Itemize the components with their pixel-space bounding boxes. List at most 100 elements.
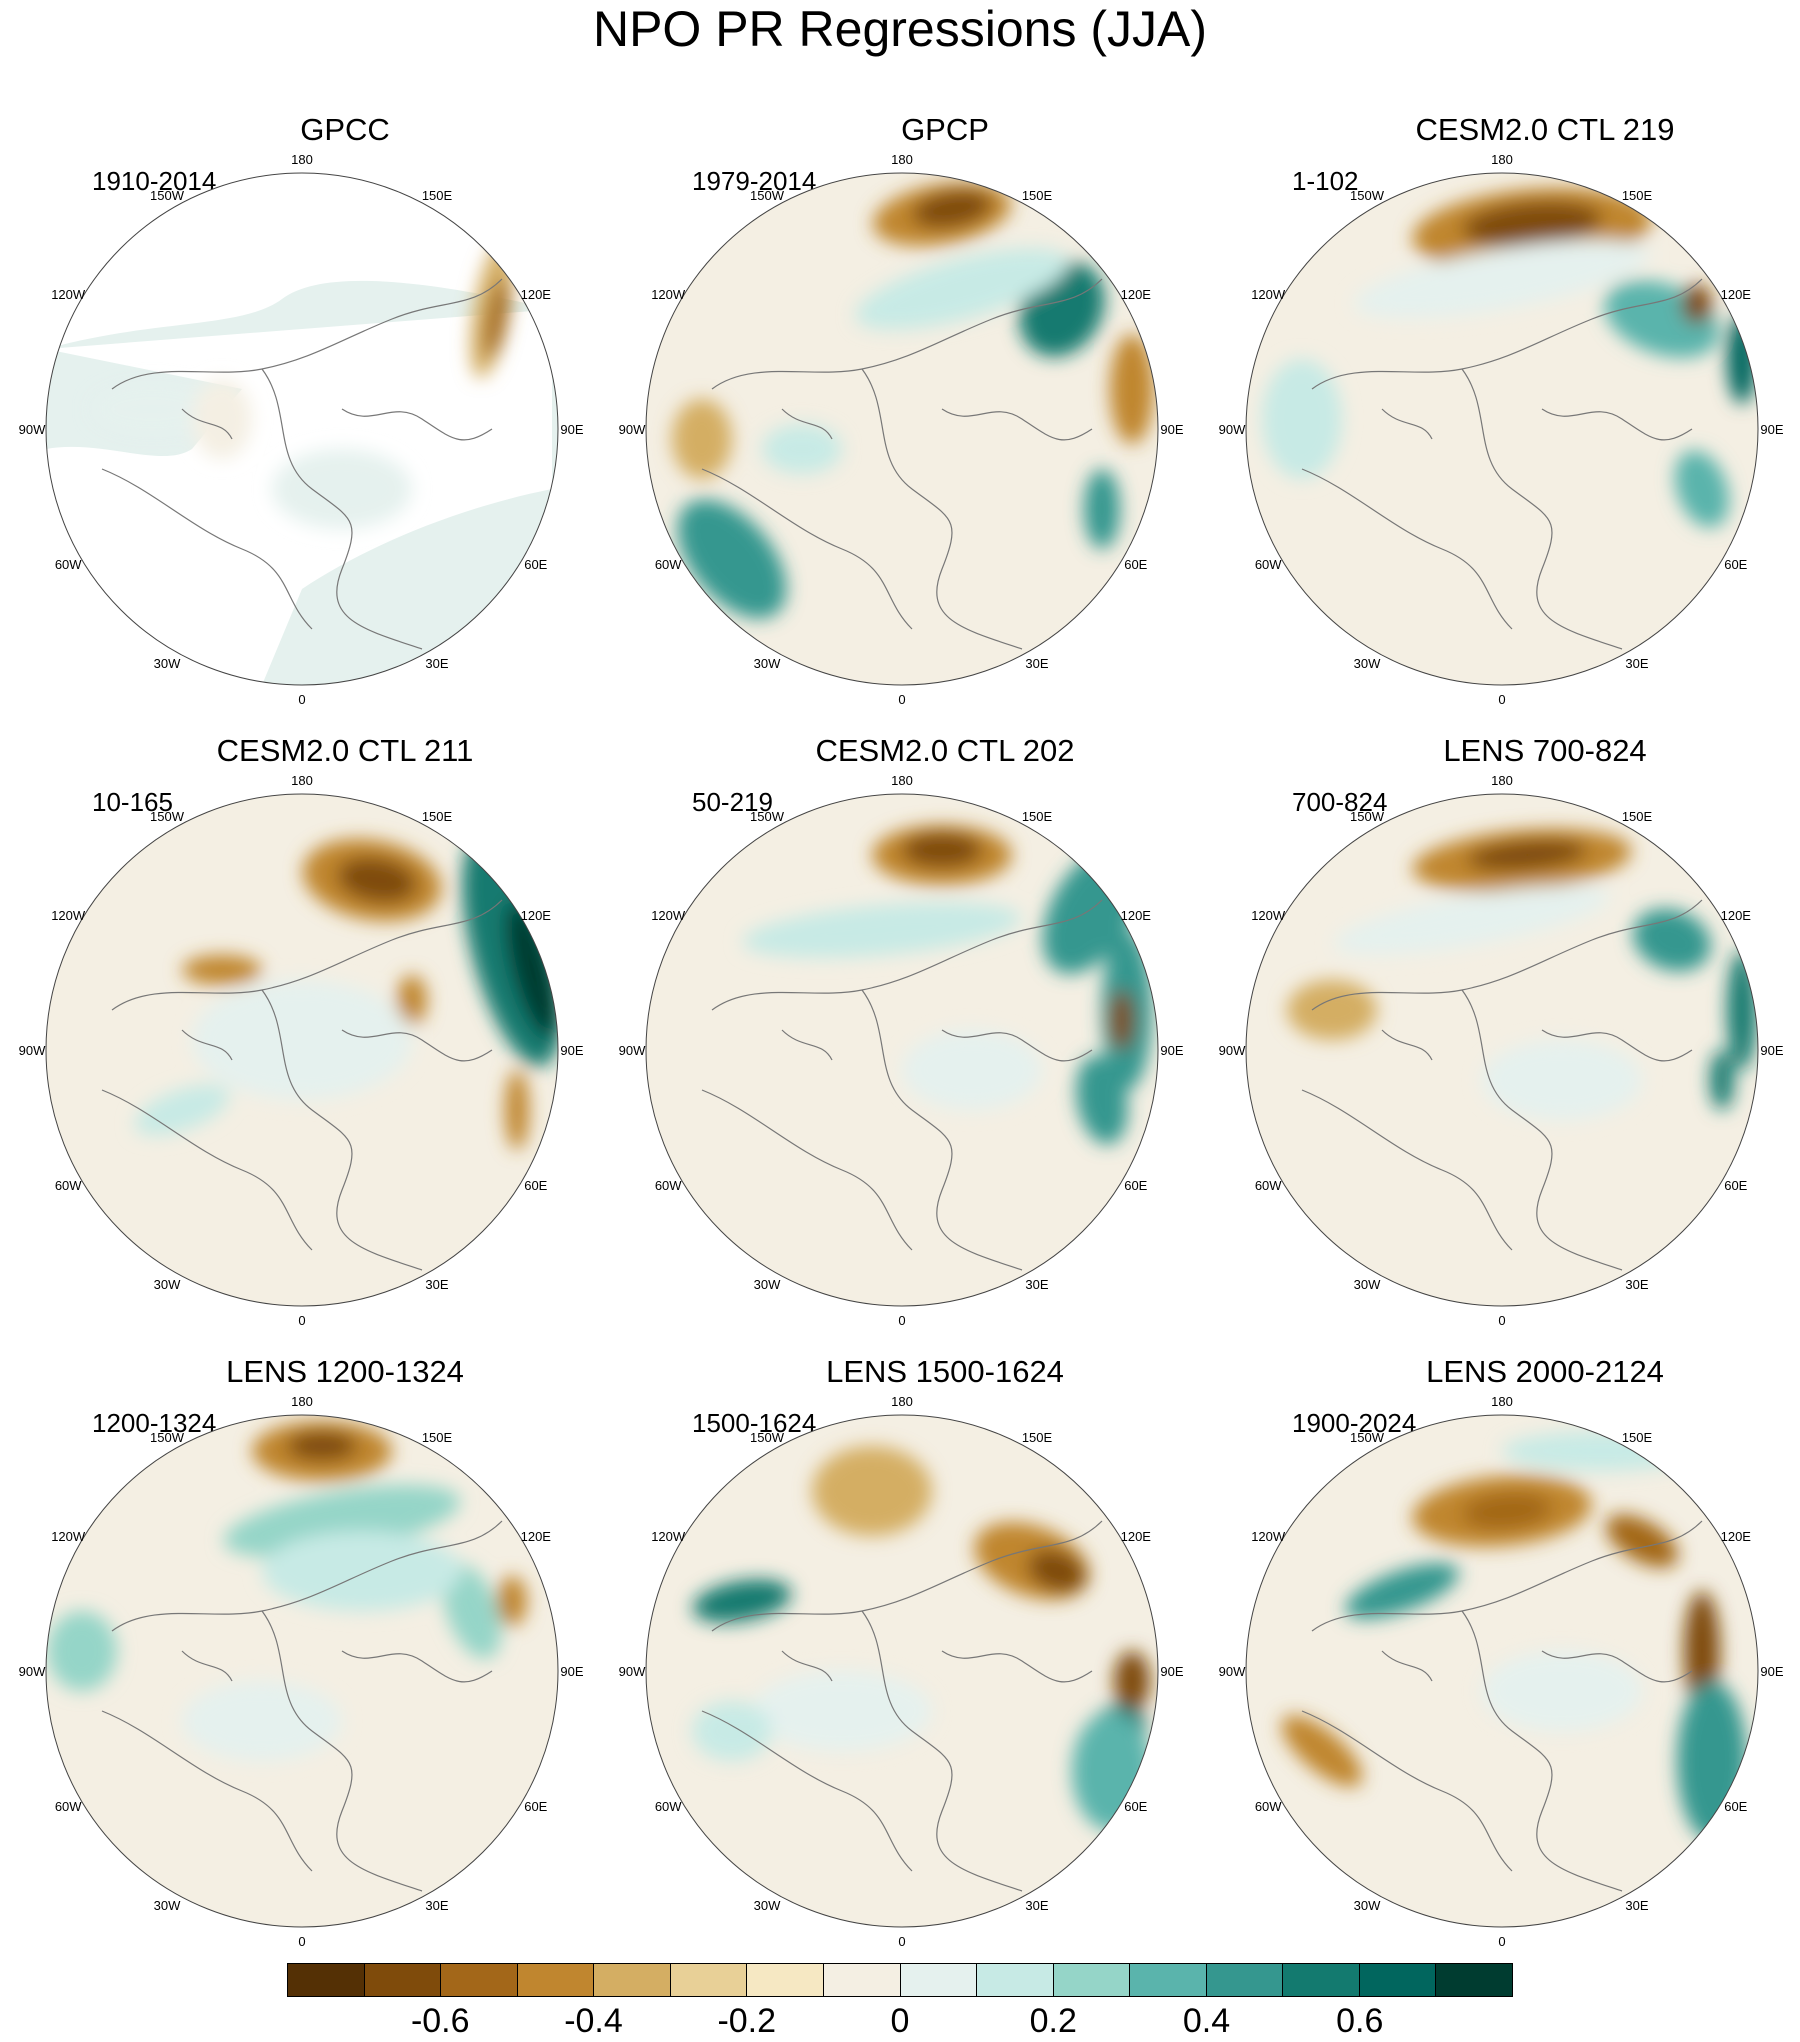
longitude-label: 90E: [1160, 1043, 1183, 1058]
coastline: [1301, 1710, 1513, 1872]
coastline: [181, 1650, 233, 1682]
longitude-label: 30E: [425, 1898, 448, 1913]
longitude-label: 180: [891, 1394, 913, 1409]
coastline: [701, 1710, 913, 1872]
coastline: [1461, 368, 1623, 650]
colorbar-swatch: [823, 1964, 901, 1996]
anomaly-contour: [505, 1070, 529, 1150]
map-boundary: [45, 172, 559, 686]
coastline: [1301, 1089, 1513, 1251]
anomaly-contour: [1467, 839, 1587, 871]
map-panel: CESM2.0 CTL 211 10-165 180 150E 120E 90E 60E 30…: [19, 641, 645, 1328]
colorbar-swatch: [977, 1964, 1054, 1996]
longitude-label: 30E: [425, 1277, 448, 1292]
panel-title: CESM2.0 CTL 202: [815, 733, 1075, 768]
panel-title: GPCP: [901, 112, 989, 147]
anomaly-contour: [1084, 469, 1120, 549]
longitude-label: 30W: [754, 1898, 781, 1913]
anomaly-contour: [1110, 334, 1154, 444]
longitude-label: 90W: [619, 1043, 646, 1058]
longitude-label: 150W: [1350, 1430, 1385, 1445]
anomaly-contour: [1287, 980, 1377, 1040]
longitude-label: 30W: [1354, 656, 1381, 671]
map-boundary: [645, 1414, 1159, 1928]
longitude-label: 120W: [1251, 287, 1286, 302]
longitude-label: 150E: [1022, 188, 1053, 203]
map-boundary: [45, 1414, 559, 1928]
coastline: [101, 1089, 313, 1251]
anomaly-contour: [192, 379, 252, 459]
coastline: [1381, 1029, 1433, 1061]
longitude-label: 180: [1491, 152, 1513, 167]
longitude-label: 0: [298, 1313, 305, 1328]
coastline: [1381, 1650, 1433, 1682]
map-panel: LENS 2000-2124 1900-2024 180 150E 120E 90E 60E…: [1219, 1262, 1800, 1949]
polar-map: 180 150E 120E 90E 60E 30E 0 30W 60W 90W 120W 150W: [619, 152, 1184, 707]
colorbar-tick-label: 0.4: [1182, 2002, 1231, 2040]
anomaly-contour: [1354, 239, 1650, 319]
polar-map: 180 150E 120E 90E 60E 30E 0 30W 60W 90W 120W 150W: [619, 1394, 1184, 1949]
map-boundary: [1245, 172, 1759, 686]
coastline: [261, 368, 423, 650]
longitude-label: 90E: [560, 1664, 583, 1679]
anomaly-contour: [1345, 1563, 1459, 1619]
polar-map: 180 150E 120E 90E 60E 30E 0 30W 60W 90W 120W 150W: [19, 1394, 584, 1949]
coastline: [111, 278, 503, 390]
anomaly-contour: [1027, 1549, 1087, 1593]
longitude-label: 150E: [1622, 809, 1653, 824]
anomaly-contour: [1682, 284, 1712, 324]
longitude-label: 0: [898, 1934, 905, 1949]
longitude-label: 90W: [19, 1043, 46, 1058]
longitude-label: 60W: [1255, 1799, 1282, 1814]
anomaly-contour: [1482, 1040, 1642, 1120]
coastline: [111, 899, 503, 1011]
coastline: [941, 408, 1093, 441]
longitude-label: 120E: [1721, 1529, 1752, 1544]
longitude-label: 90W: [19, 422, 46, 437]
anomaly-contour: [762, 424, 842, 474]
coastline: [1311, 899, 1703, 1011]
coastline: [781, 408, 833, 440]
longitude-label: 30E: [1025, 1898, 1048, 1913]
anomaly-contour: [262, 1531, 462, 1611]
polar-map: 180 150E 120E 90E 60E 30E 0 30W 60W 90W 120W 150W: [619, 773, 1184, 1328]
anomaly-contour: [484, 279, 510, 359]
coastline: [701, 468, 913, 630]
longitude-label: 150W: [150, 809, 185, 824]
longitude-label: 60E: [1724, 1178, 1747, 1193]
longitude-label: 60E: [1724, 557, 1747, 572]
anomaly-contour: [1114, 1651, 1150, 1711]
longitude-label: 30E: [1025, 1277, 1048, 1292]
longitude-label: 180: [891, 152, 913, 167]
anomaly-contour: [1710, 1050, 1734, 1110]
anomaly-contour: [752, 1671, 932, 1751]
coastline: [711, 899, 1103, 1011]
coastline: [181, 1029, 233, 1061]
anomaly-contour: [692, 1701, 772, 1761]
anomaly-contour: [272, 449, 412, 529]
longitude-label: 180: [291, 773, 313, 788]
longitude-label: 30E: [1625, 1277, 1648, 1292]
map-panel: LENS 700-824 700-824 180 150E 120E 90E 60E 30E 0…: [1219, 641, 1800, 1328]
map-boundary: [1245, 1414, 1759, 1928]
colorbar-swatch: [1283, 1964, 1360, 1996]
coastline: [701, 1089, 913, 1251]
longitude-label: 60E: [524, 1178, 547, 1193]
longitude-label: 150W: [750, 809, 785, 824]
panel-period: 1910-2014: [92, 166, 217, 196]
longitude-label: 30W: [754, 656, 781, 671]
coastline: [101, 468, 313, 630]
colorbar-swatch: [517, 1964, 595, 1996]
longitude-label: 30W: [154, 1277, 181, 1292]
longitude-label: 150E: [1622, 188, 1653, 203]
anomaly-contour: [1727, 314, 1757, 404]
panel-title: LENS 1500-1624: [826, 1354, 1064, 1389]
panel-period: 1200-1324: [92, 1408, 217, 1438]
longitude-label: 90E: [1760, 1664, 1783, 1679]
coastline: [1311, 278, 1703, 390]
panel-period: 50-219: [692, 787, 773, 817]
colorbar-tick-label: -0.4: [564, 2002, 623, 2040]
longitude-label: 90E: [1160, 422, 1183, 437]
longitude-label: 60W: [1255, 1178, 1282, 1193]
coastline: [101, 1710, 313, 1872]
